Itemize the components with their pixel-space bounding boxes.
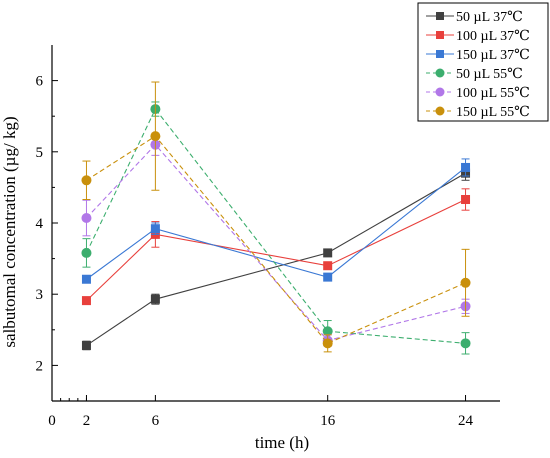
x-axis-title: time (h)	[255, 433, 309, 452]
data-point	[150, 294, 160, 304]
series-line	[86, 135, 466, 344]
legend-box	[417, 2, 549, 122]
series-3	[81, 158, 471, 284]
data-point	[460, 277, 471, 288]
data-point	[81, 247, 92, 258]
series-layer	[81, 81, 471, 355]
data-point	[322, 338, 333, 349]
y-tick-label: 3	[36, 287, 44, 303]
legend: 50 µL 37℃ 100 µL 37℃ 150 µL 37℃ 50 µL 55℃ 10…	[417, 2, 549, 122]
series-line	[86, 172, 466, 346]
data-point	[81, 274, 91, 284]
data-point	[323, 248, 333, 258]
y-axis-ticks: 2 3 4 5 6	[36, 74, 58, 374]
series-line	[86, 167, 466, 280]
data-point	[81, 175, 92, 186]
data-point	[461, 162, 471, 172]
x-tick-label: 2	[83, 413, 91, 429]
x-tick-label: 24	[458, 413, 474, 429]
legend-label: 100 µL 37℃	[456, 29, 530, 44]
legend-marker	[436, 12, 444, 20]
x-tick-label: 16	[320, 413, 336, 429]
legend-item: 100 µL 37℃	[426, 29, 530, 44]
data-point	[81, 340, 91, 350]
legend-marker	[436, 50, 444, 58]
series-2	[81, 188, 471, 306]
series-line	[86, 143, 466, 342]
y-tick-label: 4	[36, 216, 44, 232]
legend-label: 150 µL 37℃	[456, 48, 530, 63]
series-6	[81, 81, 471, 353]
legend-item: 100 µL 55℃	[426, 86, 530, 101]
series-4	[81, 101, 471, 355]
data-point	[460, 338, 471, 349]
x-tick-label: 0	[48, 413, 56, 429]
series-line	[85, 108, 466, 344]
legend-label: 150 µL 55℃	[456, 105, 530, 120]
data-point	[461, 195, 471, 205]
series-line	[86, 199, 466, 302]
x-axis-ticks: 0 2 6 16 24	[48, 395, 474, 429]
data-point	[322, 326, 333, 337]
legend-item: 50 µL 55℃	[426, 67, 523, 82]
legend-label: 50 µL 37℃	[456, 10, 523, 25]
x-tick-label: 6	[152, 413, 160, 429]
legend-item: 50 µL 37℃	[426, 10, 523, 25]
legend-label: 50 µL 55℃	[456, 67, 523, 82]
y-axis-title: salbutomal concentration (µg/ kg)	[0, 116, 19, 347]
legend-marker	[436, 31, 444, 39]
data-point	[323, 272, 333, 282]
data-point	[150, 224, 160, 234]
data-point	[81, 213, 92, 224]
legend-label: 100 µL 55℃	[456, 86, 530, 101]
series-1	[81, 165, 471, 351]
legend-item: 150 µL 55℃	[426, 105, 530, 120]
legend-marker	[435, 106, 445, 116]
data-point	[323, 261, 333, 271]
legend-marker	[435, 68, 445, 78]
y-tick-label: 5	[36, 145, 44, 161]
y-tick-label: 6	[36, 74, 44, 90]
data-point	[81, 296, 91, 306]
legend-item: 150 µL 37℃	[426, 48, 530, 63]
data-point	[150, 131, 161, 142]
legend-marker	[435, 87, 445, 97]
y-tick-label: 2	[36, 358, 44, 374]
